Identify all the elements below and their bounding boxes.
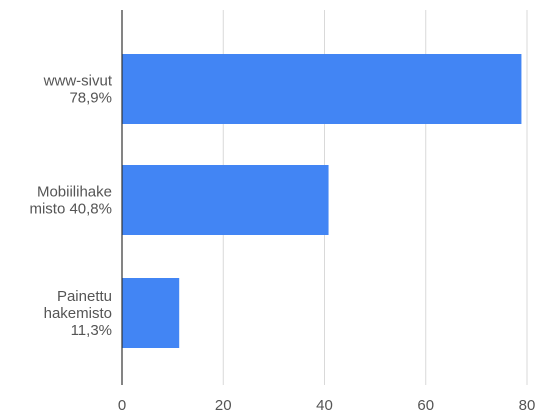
category-label-line: www-sivut <box>43 73 113 90</box>
bars <box>122 54 522 348</box>
x-tick-label: 20 <box>215 397 232 414</box>
x-tick-label: 60 <box>417 397 434 414</box>
category-label: www-sivut 78,9% <box>43 73 113 107</box>
category-label: Mobiilihake misto 40,8% <box>29 184 112 218</box>
bar <box>122 165 329 235</box>
category-label-line: misto 40,8% <box>29 201 112 218</box>
category-label-line: hakemisto <box>44 305 112 322</box>
category-label-line: Mobiilihake <box>37 184 112 201</box>
bar <box>122 54 522 124</box>
labels: 0 20 40 60 80 www-sivut 78,9% Mobiilihake misto … <box>29 73 535 415</box>
x-tick-label: 0 <box>118 397 126 414</box>
x-tick-label: 40 <box>316 397 333 414</box>
category-label-line: Painettu <box>57 288 112 305</box>
category-label-line: 78,9% <box>69 90 112 107</box>
x-tick-label: 80 <box>519 397 536 414</box>
category-label: Painettu hakemisto 11,3% <box>44 288 112 339</box>
category-label-line: 11,3% <box>71 322 112 339</box>
bar <box>122 278 180 348</box>
